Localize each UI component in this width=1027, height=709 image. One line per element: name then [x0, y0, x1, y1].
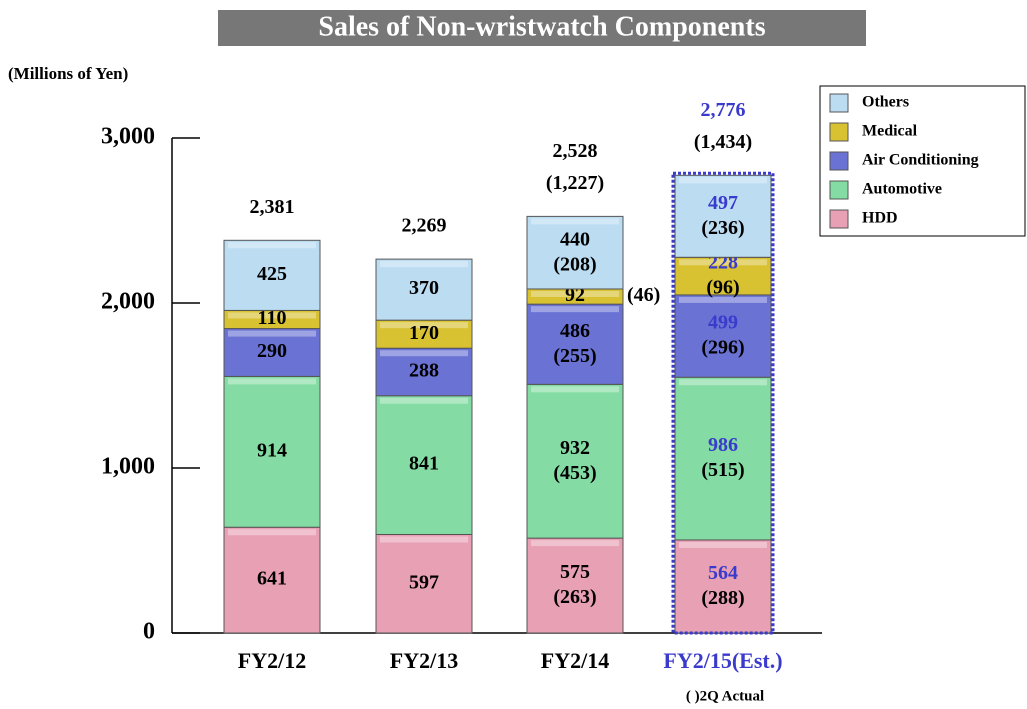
- bar-shine: [679, 177, 767, 184]
- bar-segment: [375, 395, 473, 535]
- y-tick-label: 1,000: [101, 454, 155, 480]
- bar-segment: [223, 526, 321, 634]
- bar-shine: [380, 350, 468, 357]
- bar-shine: [228, 330, 316, 337]
- value-label: 110: [258, 307, 287, 329]
- chart-title: Sales of Non-wristwatch Components: [318, 11, 765, 42]
- footnote: ( )2Q Actual: [686, 688, 764, 704]
- value-label: 425: [257, 263, 287, 285]
- bar-shine: [228, 242, 316, 249]
- q2-label: (96): [706, 277, 739, 299]
- legend-label: Medical: [862, 123, 918, 140]
- bar-segment: [526, 215, 624, 290]
- legend-swatch: [829, 180, 849, 200]
- x-tick-label: FY2/14: [541, 648, 609, 673]
- value-label: 986: [708, 434, 738, 456]
- bar-segment: [674, 174, 772, 258]
- value-label: 290: [257, 340, 287, 362]
- bar-shine: [380, 261, 468, 268]
- total-label: 2,381: [250, 196, 295, 218]
- value-label: 932: [560, 437, 590, 459]
- legend-label: HDD: [862, 210, 898, 227]
- bar-segment: [674, 294, 772, 378]
- bar-segment: [375, 347, 473, 397]
- bar-segment: [223, 328, 321, 377]
- bar-shine: [380, 536, 468, 543]
- value-label: 440: [560, 228, 590, 250]
- bar-shine: [228, 529, 316, 536]
- value-label: 597: [409, 571, 439, 593]
- value-label: 170: [409, 322, 439, 344]
- y-tick-label: 2,000: [101, 289, 155, 315]
- bar-segment: [223, 239, 321, 311]
- q2-label: (288): [701, 587, 744, 609]
- q2-label: (208): [553, 253, 596, 275]
- total-label: 2,528: [553, 140, 598, 162]
- bar-segment: [526, 537, 624, 634]
- x-tick-label: FY2/13: [390, 648, 458, 673]
- q2-label: (255): [553, 345, 596, 367]
- legend-label: Air Conditioning: [862, 152, 979, 169]
- legend-label: Others: [862, 94, 909, 111]
- q2-label: (515): [701, 459, 744, 481]
- legend: [819, 85, 1026, 237]
- value-label: 564: [708, 562, 738, 584]
- bar-shine: [228, 312, 316, 319]
- total-label: 2,269: [402, 215, 447, 237]
- legend-swatch: [829, 122, 849, 142]
- bar-segment: [375, 258, 473, 321]
- bar-segment: [526, 383, 624, 539]
- bar-shine: [531, 290, 619, 297]
- value-label: 841: [409, 453, 439, 475]
- q2-label: (263): [553, 586, 596, 608]
- value-label: 497: [708, 192, 738, 214]
- bar-segment: [674, 539, 772, 634]
- q2-label: (453): [553, 462, 596, 484]
- bar-shine: [531, 386, 619, 393]
- bar-segment: [223, 375, 321, 528]
- total-label: 2,776: [701, 99, 746, 121]
- bar-shine: [531, 306, 619, 313]
- legend-swatch: [829, 209, 849, 229]
- legend-swatch: [829, 151, 849, 171]
- value-label: 499: [708, 312, 738, 334]
- bar-shine: [679, 259, 767, 266]
- bar-shine: [679, 379, 767, 386]
- bar-segment: [674, 376, 772, 541]
- value-label: 486: [560, 320, 590, 342]
- value-label: 575: [560, 561, 590, 583]
- value-label: 288: [409, 360, 439, 382]
- value-label: 92: [565, 284, 585, 306]
- q2-label: (296): [701, 337, 744, 359]
- legend-swatch: [829, 93, 849, 113]
- bar-segment: [674, 256, 772, 296]
- bar-segment: [375, 319, 473, 349]
- y-axis-label: (Millions of Yen): [8, 64, 128, 83]
- bar-shine: [380, 397, 468, 404]
- bar-segment: [375, 533, 473, 634]
- estimate-outline: [671, 171, 775, 635]
- q2-label: (46): [627, 284, 660, 306]
- q2-total-label: (1,227): [546, 172, 604, 194]
- q2-label: (236): [701, 217, 744, 239]
- bar-shine: [380, 322, 468, 329]
- legend-label: Automotive: [862, 181, 942, 198]
- x-tick-label: FY2/15(Est.): [663, 648, 782, 673]
- bar-shine: [531, 218, 619, 225]
- value-label: 370: [409, 277, 439, 299]
- y-tick-label: 0: [143, 619, 155, 645]
- bar-shine: [531, 540, 619, 547]
- q2-total-label: (1,434): [694, 131, 752, 153]
- x-tick-label: FY2/12: [238, 648, 306, 673]
- bar-shine: [679, 541, 767, 548]
- bar-shine: [228, 378, 316, 385]
- bar-shine: [679, 296, 767, 303]
- title-box: [218, 10, 866, 46]
- value-label: 641: [257, 568, 287, 590]
- y-tick-label: 3,000: [101, 124, 155, 150]
- value-label: 914: [257, 439, 287, 461]
